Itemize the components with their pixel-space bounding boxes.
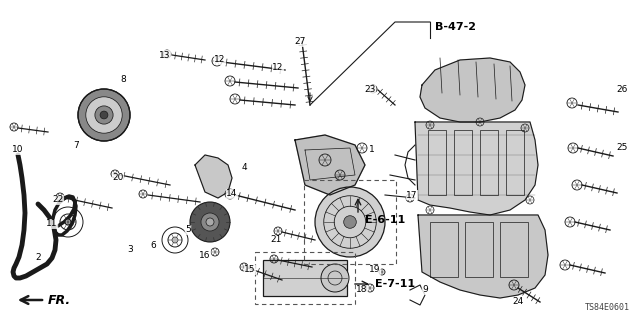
Text: 4: 4 [241,164,247,172]
Text: 25: 25 [616,143,628,153]
Text: 17: 17 [406,190,418,199]
Bar [500,222,528,277]
Circle shape [344,216,356,228]
Text: 7: 7 [73,140,79,149]
Text: 13: 13 [159,51,171,60]
Text: 3: 3 [127,245,133,254]
Polygon shape [295,135,365,195]
Polygon shape [195,155,232,198]
Bar [263,260,347,296]
Circle shape [201,213,219,231]
Text: 9: 9 [422,285,428,294]
Circle shape [190,202,230,242]
Text: 12: 12 [272,63,284,73]
Text: 14: 14 [227,189,237,198]
Text: 1: 1 [369,146,375,155]
Circle shape [172,237,178,243]
Circle shape [95,106,113,124]
Text: FR.: FR. [48,293,71,307]
Polygon shape [415,122,538,215]
Bar [506,130,524,195]
Circle shape [315,187,385,257]
Text: E-6-11: E-6-11 [365,215,405,225]
Text: TS84E0601: TS84E0601 [585,303,630,312]
Circle shape [206,218,214,226]
Text: E-7-11: E-7-11 [375,279,415,289]
Text: 19: 19 [369,266,381,275]
Circle shape [65,219,71,225]
Text: 15: 15 [244,266,256,275]
Bar [428,130,446,195]
Text: 22: 22 [52,196,63,204]
Circle shape [78,89,130,141]
Bar [454,130,472,195]
Text: 20: 20 [112,173,124,182]
Text: 6: 6 [150,241,156,250]
Text: 16: 16 [199,251,211,260]
Polygon shape [420,58,525,122]
Text: 5: 5 [185,226,191,235]
Bar [430,222,458,277]
Bar [480,130,498,195]
Text: 12: 12 [214,55,226,65]
Bar [255,252,355,304]
Text: 24: 24 [513,298,524,307]
Bar [465,222,493,277]
Text: B-47-2: B-47-2 [435,22,476,32]
Polygon shape [418,215,548,298]
Text: 2: 2 [35,253,41,262]
Circle shape [321,264,349,292]
Bar [304,180,396,264]
Text: 10: 10 [12,146,24,155]
Text: 27: 27 [294,37,306,46]
Circle shape [86,97,122,133]
Text: 11: 11 [46,220,58,228]
Text: 23: 23 [364,85,376,94]
Circle shape [100,111,108,119]
Text: 8: 8 [120,76,126,84]
Text: 21: 21 [270,236,282,244]
Text: 26: 26 [616,85,628,94]
Text: 18: 18 [356,285,368,294]
